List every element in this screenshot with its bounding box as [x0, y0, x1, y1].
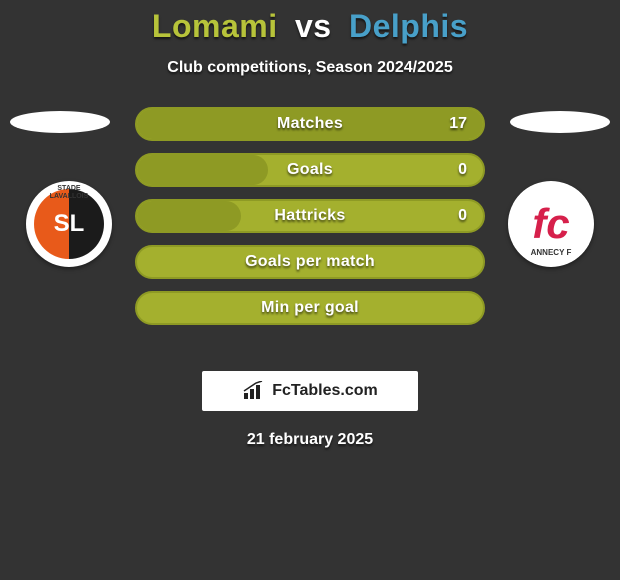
club-left-caption-mid: LAVALLOIS [50, 193, 89, 200]
page-title: Lomami vs Delphis [0, 0, 620, 45]
club-left-caption-top: STADE [57, 185, 80, 192]
club-logo-right: fc ANNECY F [508, 181, 594, 267]
title-vs: vs [295, 8, 332, 44]
brand-text: FcTables.com [272, 382, 378, 400]
stat-bar-label: Goals [137, 155, 483, 185]
stat-bar-value: 0 [458, 155, 467, 185]
stat-bar-label: Matches [137, 109, 483, 139]
stat-bar-value: 0 [458, 201, 467, 231]
club-logo-left: STADE LAVALLOIS SL [26, 181, 112, 267]
title-player1: Lomami [152, 8, 278, 44]
stat-bar: Goals per match [135, 245, 485, 279]
brand-box: FcTables.com [202, 371, 418, 411]
stat-bar-value: 17 [449, 109, 467, 139]
brand-chart-icon [242, 381, 268, 401]
title-player2: Delphis [349, 8, 468, 44]
stat-bar: Min per goal [135, 291, 485, 325]
club-left-text: SL [54, 210, 85, 238]
date-text: 21 february 2025 [0, 431, 620, 449]
stat-bars: Matches17Goals0Hattricks0Goals per match… [135, 107, 485, 337]
stat-bar: Hattricks0 [135, 199, 485, 233]
subtitle: Club competitions, Season 2024/2025 [0, 59, 620, 77]
ellipse-left [10, 111, 110, 133]
club-right-text: fc [532, 200, 569, 248]
stats-layout: STADE LAVALLOIS SL fc ANNECY F Matches17… [0, 107, 620, 367]
stat-bar: Goals0 [135, 153, 485, 187]
stat-bar: Matches17 [135, 107, 485, 141]
stat-bar-label: Hattricks [137, 201, 483, 231]
ellipse-right [510, 111, 610, 133]
stat-bar-label: Goals per match [137, 247, 483, 277]
club-right-caption: ANNECY F [531, 248, 572, 257]
stat-bar-label: Min per goal [137, 293, 483, 323]
